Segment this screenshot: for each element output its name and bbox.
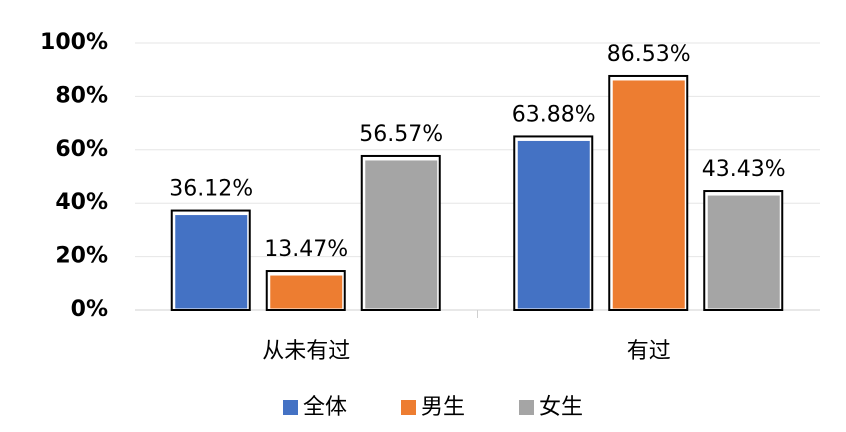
value-label: 63.88% [512, 102, 596, 127]
bar [267, 272, 346, 312]
bar [704, 192, 783, 312]
bar [362, 157, 441, 312]
value-label: 56.57% [359, 122, 443, 147]
bar-outline [703, 190, 784, 311]
value-label: 43.43% [702, 157, 786, 182]
y-tick-label: 100% [40, 30, 108, 55]
y-tick-label: 80% [55, 83, 108, 108]
legend-label: 全体 [303, 395, 347, 420]
bar [609, 77, 688, 312]
y-tick-label: 20% [55, 244, 108, 269]
legend-label: 男生 [421, 395, 465, 420]
bar-outline [608, 74, 689, 311]
x-tick-label: 有过 [627, 339, 671, 364]
legend-swatch [519, 400, 534, 415]
bar-outline [170, 209, 251, 311]
legend-swatch [283, 400, 298, 415]
x-tick-label: 从未有过 [262, 339, 350, 364]
value-label: 13.47% [264, 237, 348, 262]
bar-outline [360, 154, 441, 311]
bar [514, 137, 593, 312]
y-tick-label: 0% [71, 297, 108, 322]
legend-label: 女生 [539, 395, 583, 420]
value-label: 36.12% [169, 177, 253, 202]
bar [172, 212, 251, 312]
bar-outline [513, 135, 594, 311]
y-tick-label: 60% [55, 137, 108, 162]
bar-outline [265, 270, 346, 311]
y-tick-label: 40% [55, 190, 108, 215]
value-label: 86.53% [607, 42, 691, 67]
legend-swatch [401, 400, 416, 415]
